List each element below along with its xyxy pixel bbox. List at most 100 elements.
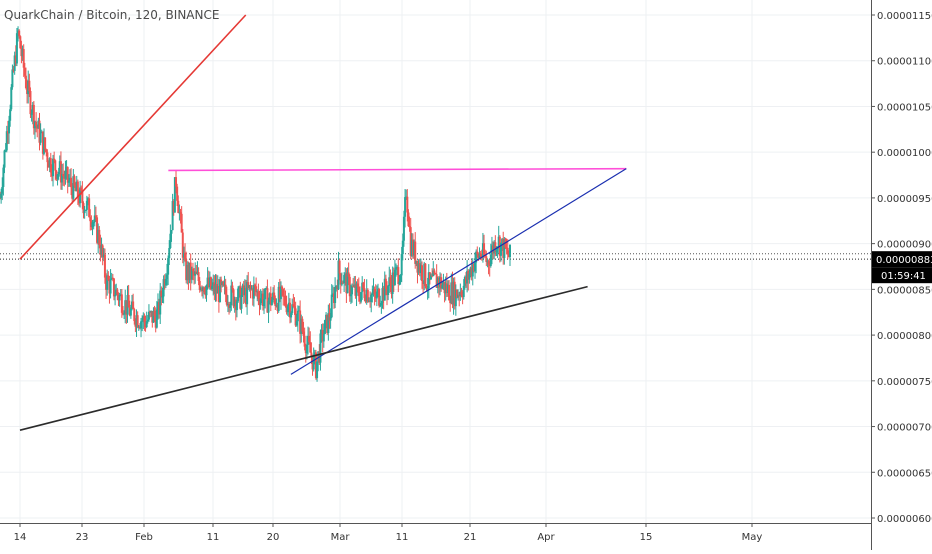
candle-body <box>93 215 96 223</box>
candle-body <box>143 316 146 323</box>
candle-body <box>435 274 438 288</box>
candle-body <box>302 331 305 336</box>
candle-body <box>83 210 86 214</box>
candle-body <box>296 310 299 322</box>
candle-body <box>229 305 232 308</box>
candle-body <box>102 254 105 258</box>
candle-body <box>10 87 13 110</box>
candle-body <box>409 227 412 256</box>
candle-body <box>101 245 104 258</box>
candle-body <box>457 294 460 298</box>
candle-body <box>437 278 440 288</box>
candle-body <box>178 212 181 214</box>
candle-body <box>15 33 18 64</box>
candle-body <box>211 285 214 290</box>
candle-body <box>162 279 165 297</box>
candle-body <box>89 217 92 222</box>
candle-body <box>64 170 67 179</box>
candle-body <box>37 120 40 129</box>
candle-body <box>209 277 212 290</box>
candle-body <box>222 282 225 286</box>
candle-body <box>342 282 345 284</box>
candle-body <box>197 272 200 282</box>
candle-body <box>224 284 227 295</box>
candle-body <box>94 215 97 218</box>
candle-body <box>392 272 395 285</box>
candle-body <box>158 302 161 315</box>
candle-body <box>106 275 109 290</box>
candle-body <box>381 287 384 304</box>
candle-body <box>450 282 453 304</box>
candle-body <box>247 282 250 288</box>
candle-body <box>389 277 392 284</box>
candle-body <box>155 309 158 328</box>
candle-body <box>146 319 149 322</box>
candle-body <box>331 293 334 295</box>
candle-body <box>290 312 293 318</box>
candle-body <box>433 270 436 274</box>
candle-body <box>0 193 3 199</box>
candle-body <box>232 289 235 307</box>
candle-body <box>373 288 376 295</box>
candle-body <box>63 176 66 179</box>
candle-body <box>97 229 100 243</box>
candle-body <box>19 36 22 49</box>
candle-body <box>21 49 24 57</box>
candle-body <box>293 306 296 309</box>
candle-body <box>246 282 249 305</box>
candle-body <box>355 283 358 296</box>
candle-body <box>230 285 233 306</box>
candle-body <box>345 273 348 294</box>
candle-body <box>343 275 346 284</box>
candle-body <box>127 294 130 308</box>
candle-body <box>150 311 153 313</box>
y-tick-label-5: 0.00000900 <box>877 240 932 251</box>
candle-body <box>207 277 210 288</box>
candle-body <box>386 288 389 295</box>
candle-body <box>186 264 189 281</box>
candle-body <box>352 286 355 288</box>
candle-body <box>111 277 114 279</box>
candle-body <box>469 267 472 274</box>
candle-body <box>220 279 223 286</box>
candle-body <box>275 305 278 307</box>
candle-body <box>32 104 35 129</box>
candle-body <box>382 287 385 301</box>
candle-body <box>225 294 228 305</box>
candle-body <box>459 291 462 297</box>
candle-body <box>405 196 408 198</box>
candle-body <box>411 239 414 256</box>
candle-body <box>483 243 486 256</box>
candle-body <box>317 351 320 362</box>
candle-body <box>274 298 277 306</box>
candle-body <box>23 67 26 76</box>
candle-body <box>181 232 184 258</box>
candle-body <box>344 273 347 276</box>
y-tick-label-6: 0.00000850 <box>877 285 932 296</box>
candle-body <box>310 352 313 357</box>
candle-body <box>428 272 431 280</box>
candle-body <box>27 80 30 95</box>
candle-body <box>441 285 444 289</box>
candle-body <box>147 311 150 320</box>
candle-body <box>503 238 506 258</box>
candle-body <box>432 270 435 277</box>
candle-body <box>77 197 80 204</box>
candle-body <box>279 286 282 300</box>
candle-body <box>379 305 382 307</box>
candle-body <box>123 313 126 315</box>
y-tick-label-3: 0.00001000 <box>877 148 932 159</box>
candle-body <box>391 272 394 294</box>
candle-body <box>509 244 511 258</box>
candle-body <box>347 272 350 277</box>
countdown-box <box>872 267 932 284</box>
candle-body <box>118 295 121 301</box>
candle-body <box>0 197 1 199</box>
candle-body <box>395 267 398 270</box>
candle-body <box>108 280 111 294</box>
candle-body <box>71 187 74 199</box>
candle-body <box>79 187 82 204</box>
candle-body <box>238 286 241 289</box>
candle-body <box>264 288 267 300</box>
last-price-box <box>872 251 932 268</box>
